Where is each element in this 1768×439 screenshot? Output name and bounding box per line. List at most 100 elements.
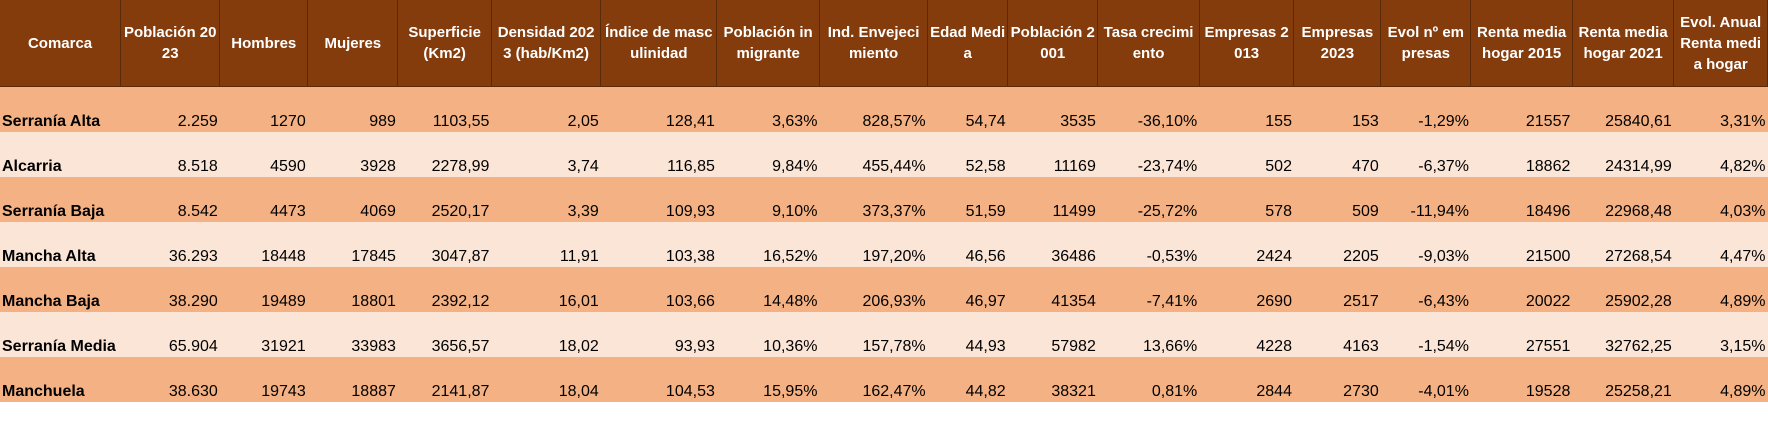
row-label-comarca: Mancha Baja: [0, 267, 121, 312]
table-cell: 18862: [1470, 132, 1573, 177]
table-cell: 15,95%: [716, 357, 820, 402]
table-row: Mancha Baja 38.290 19489 18801 2392,12 16,01 1…: [0, 267, 1768, 312]
row-label-comarca: Alcarria: [0, 132, 121, 177]
table-cell: 2278,99: [397, 132, 492, 177]
table-cell: 578: [1199, 177, 1294, 222]
table-cell: 455,44%: [819, 132, 928, 177]
table-cell: 18496: [1470, 177, 1573, 222]
table-row: Serranía Media 65.904 31921 33983 3656,57 18,…: [0, 312, 1768, 357]
table-cell: 1270: [219, 86, 308, 132]
table-cell: 25902,28: [1572, 267, 1674, 312]
table-cell: 25258,21: [1572, 357, 1674, 402]
table-cell: 502: [1199, 132, 1294, 177]
table-cell: 41354: [1007, 267, 1098, 312]
row-label-comarca: Manchuela: [0, 357, 121, 402]
table-cell: 155: [1199, 86, 1294, 132]
table-cell: 3,31%: [1673, 86, 1768, 132]
table-cell: 4069: [307, 177, 398, 222]
table-cell: 65.904: [120, 312, 220, 357]
column-header: Población 2023: [120, 0, 221, 87]
table-cell: -1,54%: [1380, 312, 1471, 357]
table-cell: 373,37%: [819, 177, 928, 222]
table-cell: 27551: [1470, 312, 1573, 357]
table-row: Manchuela 38.630 19743 18887 2141,87 18,04 104…: [0, 357, 1768, 402]
table-cell: -6,43%: [1380, 267, 1471, 312]
table-cell: 36486: [1007, 222, 1098, 267]
table-cell: 3656,57: [397, 312, 492, 357]
table-cell: -23,74%: [1097, 132, 1200, 177]
table-cell: 470: [1293, 132, 1381, 177]
header-row: Comarca Población 2023 Hombres Mujeres S…: [0, 0, 1768, 87]
table-cell: 38.630: [120, 357, 220, 402]
table-header: Comarca Población 2023 Hombres Mujeres S…: [0, 0, 1768, 87]
table-cell: 128,41: [600, 86, 717, 132]
table-cell: 38321: [1007, 357, 1098, 402]
column-header: Evol. Anual Renta media hogar: [1673, 0, 1768, 87]
table-cell: 19743: [219, 357, 308, 402]
table-cell: 2844: [1199, 357, 1294, 402]
row-label-comarca: Serranía Media: [0, 312, 121, 357]
table-cell: 197,20%: [819, 222, 928, 267]
table-body: Serranía Alta 2.259 1270 989 1103,55 2,05 128,…: [0, 86, 1768, 402]
table-cell: 3535: [1007, 86, 1098, 132]
table-cell: 52,58: [927, 132, 1008, 177]
table-cell: 2392,12: [397, 267, 492, 312]
table-cell: 10,36%: [716, 312, 820, 357]
column-header: Densidad 2023 (hab/Km2): [491, 0, 602, 87]
table-cell: 2.259: [120, 86, 220, 132]
table-cell: 18801: [307, 267, 398, 312]
table-cell: 8.518: [120, 132, 220, 177]
table-cell: 2,05: [491, 86, 601, 132]
table-cell: 2730: [1293, 357, 1381, 402]
table-cell: -4,01%: [1380, 357, 1471, 402]
column-header: Comarca: [0, 0, 122, 87]
table-cell: 116,85: [600, 132, 717, 177]
row-label-comarca: Serranía Baja: [0, 177, 121, 222]
table-cell: 3047,87: [397, 222, 492, 267]
table-cell: 44,82: [927, 357, 1008, 402]
table-row: Alcarria 8.518 4590 3928 2278,99 3,74 116,85 9,…: [0, 132, 1768, 177]
table-cell: 27268,54: [1572, 222, 1674, 267]
column-header: Tasa crecimiento: [1097, 0, 1200, 87]
table-cell: 4,89%: [1673, 267, 1768, 312]
table-row: Serranía Baja 8.542 4473 4069 2520,17 3,39 109…: [0, 177, 1768, 222]
table-cell: 989: [307, 86, 398, 132]
table-cell: 103,38: [600, 222, 717, 267]
comarca-data-table: Comarca Población 2023 Hombres Mujeres S…: [0, 0, 1768, 402]
table-cell: 9,10%: [716, 177, 820, 222]
table-cell: -7,41%: [1097, 267, 1200, 312]
table-cell: 19528: [1470, 357, 1573, 402]
table-cell: 103,66: [600, 267, 717, 312]
table-cell: 22968,48: [1572, 177, 1674, 222]
table-cell: 8.542: [120, 177, 220, 222]
table-cell: 51,59: [927, 177, 1008, 222]
table-cell: 19489: [219, 267, 308, 312]
table-cell: -25,72%: [1097, 177, 1200, 222]
table-cell: 93,93: [600, 312, 717, 357]
column-header: Edad Media: [927, 0, 1009, 87]
table-cell: -9,03%: [1380, 222, 1471, 267]
column-header: Población inmigrante: [716, 0, 820, 87]
table-cell: 1103,55: [397, 86, 492, 132]
table-cell: 18887: [307, 357, 398, 402]
table-cell: 2424: [1199, 222, 1294, 267]
table-cell: 36.293: [120, 222, 220, 267]
column-header: Índice de masculinidad: [600, 0, 718, 87]
table-cell: 157,78%: [819, 312, 928, 357]
table-cell: 4473: [219, 177, 308, 222]
column-header: Mujeres: [307, 0, 399, 87]
table-cell: 21500: [1470, 222, 1573, 267]
table-cell: 206,93%: [819, 267, 928, 312]
column-header: Superficie (Km2): [397, 0, 492, 87]
table-cell: 4,89%: [1673, 357, 1768, 402]
table-cell: 54,74: [927, 86, 1008, 132]
table-cell: 3,39: [491, 177, 601, 222]
table-cell: 46,56: [927, 222, 1008, 267]
table-cell: 828,57%: [819, 86, 928, 132]
table-cell: 11499: [1007, 177, 1098, 222]
table-cell: 25840,61: [1572, 86, 1674, 132]
table-cell: 46,97: [927, 267, 1008, 312]
table-cell: -1,29%: [1380, 86, 1471, 132]
table-cell: -36,10%: [1097, 86, 1200, 132]
table-cell: 13,66%: [1097, 312, 1200, 357]
